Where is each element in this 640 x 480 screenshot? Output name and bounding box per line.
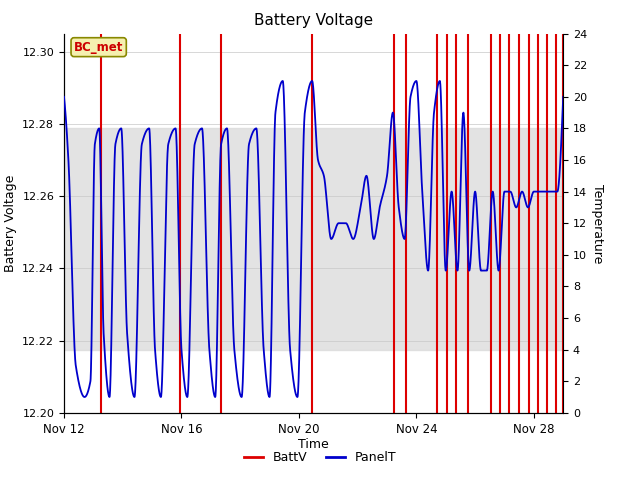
Text: BC_met: BC_met (74, 41, 124, 54)
X-axis label: Time: Time (298, 438, 329, 451)
Y-axis label: Temperature: Temperature (591, 183, 604, 263)
Title: Battery Voltage: Battery Voltage (254, 13, 373, 28)
Bar (64, 129, 563, 349)
Legend: BattV, PanelT: BattV, PanelT (239, 446, 401, 469)
Y-axis label: Battery Voltage: Battery Voltage (4, 175, 17, 272)
